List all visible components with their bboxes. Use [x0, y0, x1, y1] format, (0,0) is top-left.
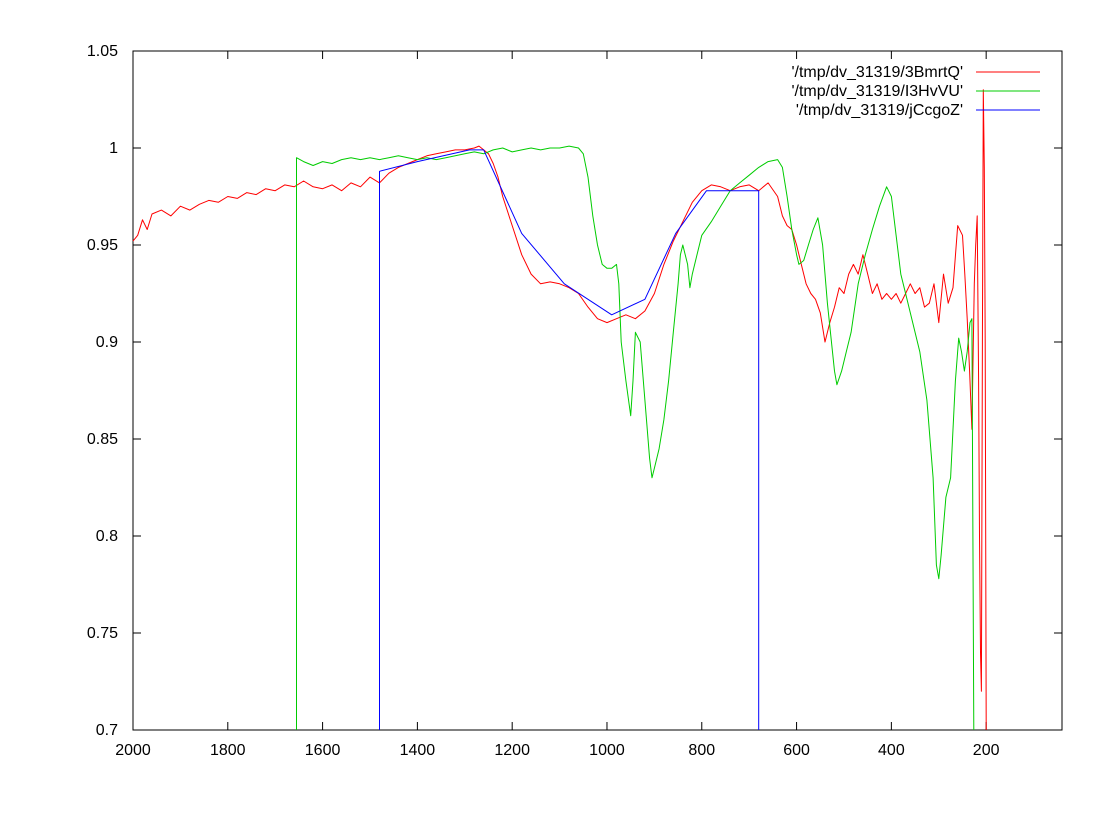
y-tick-label: 0.95: [87, 237, 118, 254]
x-tick-label: 600: [783, 742, 810, 759]
x-tick-label: 800: [688, 742, 715, 759]
y-tick-label: 1: [109, 140, 118, 157]
x-tick-label: 1800: [210, 742, 246, 759]
x-tick-label: 400: [878, 742, 905, 759]
y-tick-label: 0.75: [87, 625, 118, 642]
y-tick-label: 0.85: [87, 431, 118, 448]
x-tick-label: 1600: [305, 742, 341, 759]
x-tick-label: 1400: [400, 742, 436, 759]
plot-frame: [132, 50, 1063, 731]
series-line-0: [132, 89, 987, 731]
legend: '/tmp/dv_31319/3BmrtQ' '/tmp/dv_31319/I3H…: [791, 64, 1040, 119]
series-layer: [132, 89, 987, 731]
x-tick-label: 2000: [115, 742, 151, 759]
x-tick-label: 1200: [494, 742, 530, 759]
legend-label: '/tmp/dv_31319/3BmrtQ': [791, 64, 963, 81]
y-tick-label: 0.7: [96, 722, 118, 739]
legend-label: '/tmp/dv_31319/jCcgoZ': [796, 102, 963, 119]
series-line-1: [296, 145, 975, 731]
y-tick-label: 0.8: [96, 528, 118, 545]
legend-label: '/tmp/dv_31319/I3HvVU': [791, 83, 963, 100]
series-line-2: [379, 149, 760, 730]
x-tick-label: 1000: [589, 742, 625, 759]
y-tick-label: 0.9: [96, 334, 118, 351]
axis-ticks: 2000 1800 1600 1400 1200 1000 800 600 400 200 0.7 0…: [87, 43, 1062, 759]
y-tick-label: 1.05: [87, 43, 118, 60]
x-tick-label: 200: [973, 742, 1000, 759]
